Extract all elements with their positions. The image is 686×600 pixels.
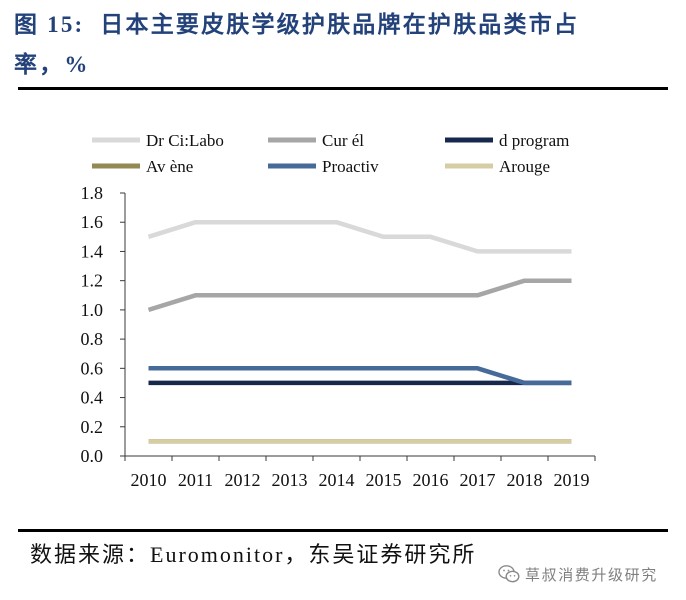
x-tick-label: 2013 [272, 470, 308, 490]
x-tick-label: 2016 [413, 470, 449, 490]
top-divider [18, 87, 668, 90]
y-tick-label: 1.4 [81, 241, 104, 261]
legend-label: Arouge [499, 157, 550, 176]
chart-canvas: 0.0 0.2 0.4 0.6 0.8 1.0 1.2 1.4 1.6 1.8 2010 2011 20… [81, 131, 596, 490]
line-chart: 0.0 0.2 0.4 0.6 0.8 1.0 1.2 1.4 1.6 1.8 2010 2011 20… [0, 120, 686, 500]
legend-item-av-ene: Av ène [92, 157, 193, 176]
legend-label: d program [499, 131, 569, 150]
y-tick-label: 0.8 [81, 329, 104, 349]
x-tick-label: 2017 [460, 470, 496, 490]
legend-label: Proactiv [322, 157, 379, 176]
x-tick-label: 2014 [319, 470, 355, 490]
legend-label: Cur él [322, 131, 364, 150]
legend-item-arouge: Arouge [445, 157, 550, 176]
series-line-cur-el [147, 278, 572, 313]
watermark: 草叔消费升级研究 [498, 562, 658, 586]
wechat-icon [498, 565, 520, 583]
legend-item-cur-el: Cur él [268, 131, 364, 150]
legend: Dr Ci:Labo Cur él d program Av ène Proactiv A… [92, 131, 569, 176]
y-tick-label: 0.0 [81, 446, 104, 466]
series-line-proactiv [148, 366, 572, 386]
axes: 0.0 0.2 0.4 0.6 0.8 1.0 1.2 1.4 1.6 1.8 2010 2011 20… [81, 183, 596, 490]
y-tick-label: 0.6 [81, 358, 104, 378]
x-tick-label: 2019 [554, 470, 590, 490]
legend-item-d-program: d program [445, 131, 569, 150]
x-tick-label: 2012 [225, 470, 261, 490]
legend-label: Dr Ci:Labo [146, 131, 224, 150]
figure-title-continued: 率，% [14, 52, 90, 77]
x-tick-label: 2011 [178, 470, 213, 490]
legend-item-dr-ci-labo: Dr Ci:Labo [92, 131, 224, 150]
figure-title: 图 15: 日本主要皮肤学级护肤品牌在护肤品类市占 [14, 12, 580, 37]
y-tick-label: 1.0 [81, 300, 104, 320]
series-lines [147, 219, 572, 444]
series-line-dr-ci-labo [147, 219, 572, 254]
x-tick-label: 2018 [507, 470, 543, 490]
legend-item-proactiv: Proactiv [268, 157, 379, 176]
y-tick-label: 0.2 [81, 417, 104, 437]
data-source-note: 数据来源：Euromonitor，东吴证券研究所 [30, 542, 477, 567]
y-tick-label: 1.8 [81, 183, 104, 203]
y-tick-label: 1.6 [81, 212, 104, 232]
x-tick-label: 2010 [131, 470, 167, 490]
y-tick-label: 0.4 [81, 388, 104, 408]
legend-label: Av ène [146, 157, 193, 176]
y-tick-label: 1.2 [81, 271, 104, 291]
x-tick-label: 2015 [366, 470, 402, 490]
watermark-text: 草叔消费升级研究 [525, 565, 658, 584]
bottom-divider [18, 529, 668, 532]
